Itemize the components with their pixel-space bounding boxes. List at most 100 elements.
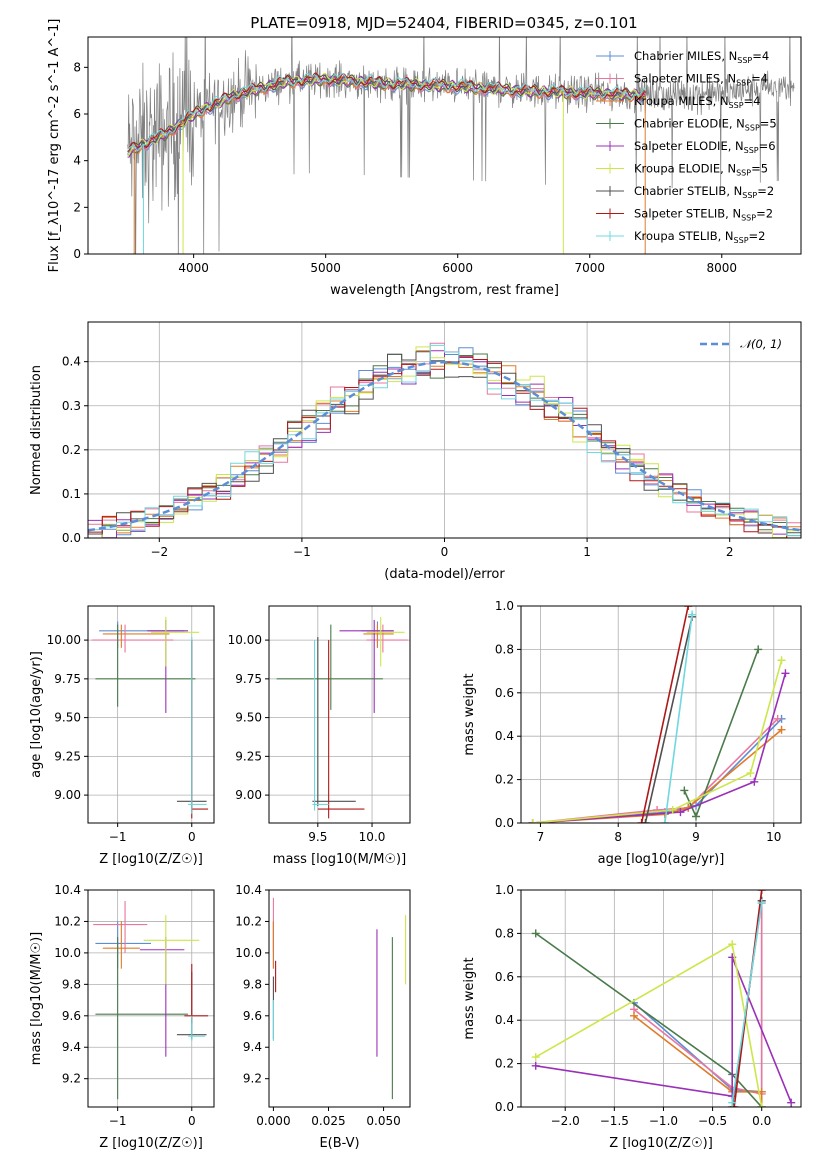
residual-histogram-line xyxy=(88,344,801,536)
y-tick-label: 10.00 xyxy=(47,633,81,647)
y-axis-label: mass weight xyxy=(462,673,477,755)
residual-histogram-line xyxy=(88,356,801,538)
x-tick-label: −2.0 xyxy=(551,1114,580,1128)
y-tick-label: 10.0 xyxy=(54,946,81,960)
legend-entry-text: Kroupa STELIB, NSSP=2 xyxy=(634,229,765,245)
weight-point-marker xyxy=(728,940,737,949)
x-tick-label: 0 xyxy=(188,1114,196,1128)
error-crosses xyxy=(272,897,407,1100)
x-tick-label: 10.0 xyxy=(359,830,386,844)
x-tick-label: 0.050 xyxy=(366,1114,400,1128)
weight-point-marker xyxy=(653,805,662,814)
y-tick-label: 0.8 xyxy=(495,926,514,940)
y-tick-label: 0.4 xyxy=(495,729,514,743)
x-tick-label: 5000 xyxy=(310,261,341,275)
x-tick-label: 10 xyxy=(766,830,781,844)
axes-frame xyxy=(87,605,215,824)
x-axis-label: E(B-V) xyxy=(319,1136,359,1151)
weight-point-marker xyxy=(750,777,759,786)
y-tick-label: 9.2 xyxy=(243,1072,262,1086)
y-tick-label: 0.0 xyxy=(62,531,81,545)
weight-point-marker xyxy=(757,890,766,894)
weight-point-marker xyxy=(692,812,700,821)
y-axis-label: mass weight xyxy=(462,957,477,1039)
legend-entry-text: Salpeter ELODIE, NSSP=6 xyxy=(634,139,776,155)
weight-point-marker xyxy=(757,1103,766,1107)
y-axis-label: mass [log10(M/M☉)] xyxy=(29,932,44,1065)
y-tick-label: 0.8 xyxy=(495,642,514,656)
x-tick-label: 6000 xyxy=(442,261,473,275)
x-tick-label: 0.0 xyxy=(752,1114,771,1128)
weight-point-marker xyxy=(531,1061,540,1070)
weight-point-marker xyxy=(528,819,537,823)
weight-point-marker xyxy=(746,769,755,778)
mass-vs-ebv-panel: 0.000 0.025 0.050 9.2 9.4 9.6 9.8 10.0 10.2 10.4 E… xyxy=(235,883,411,1151)
weight-point-marker xyxy=(730,1103,739,1107)
weight-point-marker xyxy=(757,899,766,908)
weight-point-marker xyxy=(531,1053,540,1062)
y-tick-label: 9.50 xyxy=(54,711,81,725)
y-tick-label: 10.4 xyxy=(54,883,81,897)
x-tick-label: 0 xyxy=(441,545,449,559)
y-tick-label: 0.3 xyxy=(62,399,81,413)
y-tick-label: 9.25 xyxy=(54,749,81,763)
x-axis-label: wavelength [Angstrom, rest frame] xyxy=(330,283,559,298)
y-tick-label: 9.00 xyxy=(54,788,81,802)
axes-frame xyxy=(268,605,411,824)
weight-point-marker xyxy=(754,645,763,654)
weight-series-line xyxy=(640,606,689,823)
x-tick-label: 8000 xyxy=(707,261,738,275)
weight-series-line xyxy=(633,900,763,1093)
weight-point-marker xyxy=(777,656,786,665)
weight-series-line xyxy=(664,614,693,823)
x-axis-label: (data-model)/error xyxy=(384,567,505,582)
axes-frame xyxy=(268,889,411,1108)
weight-vs-Z-panel: −2.0 −1.5 −1.0 −0.5 0.0 0.0 0.2 0.4 0.6 0.8 1.0 Z [… xyxy=(462,883,802,1151)
y-tick-label: 9.8 xyxy=(243,977,262,991)
legend-entry-text: Chabrier STELIB, NSSP=2 xyxy=(634,184,774,200)
y-tick-label: 9.4 xyxy=(243,1040,262,1054)
normal-distribution-curve xyxy=(88,360,801,532)
residual-histograms xyxy=(88,342,801,538)
weight-point-marker xyxy=(676,808,685,817)
y-tick-label: 1.0 xyxy=(495,883,514,897)
axes-frame xyxy=(87,889,215,1108)
weight-point-marker xyxy=(773,714,782,723)
y-axis-label: age [log10(age/yr)] xyxy=(29,651,44,778)
model-spectrum-line xyxy=(127,72,646,151)
weight-vs-age-panel: 7 8 9 10 0.0 0.2 0.4 0.6 0.8 1.0 age [log10(age/yr… xyxy=(462,599,802,867)
y-tick-label: 9.75 xyxy=(235,672,262,686)
y-tick-label: 0.0 xyxy=(495,816,514,830)
x-tick-label: −0.5 xyxy=(698,1114,727,1128)
x-axis-label: Z [log10(Z/Z☉)] xyxy=(99,852,203,867)
y-tick-label: 9.4 xyxy=(62,1040,81,1054)
weight-point-marker xyxy=(688,610,697,619)
axes-frame xyxy=(87,321,802,539)
weight-series-line xyxy=(532,718,779,823)
x-tick-label: 0.025 xyxy=(311,1114,345,1128)
x-tick-label: −1 xyxy=(293,545,311,559)
x-tick-label: 9 xyxy=(692,830,700,844)
y-tick-label: 0.2 xyxy=(495,1057,514,1071)
weight-series-line xyxy=(532,673,787,823)
weight-point-marker xyxy=(777,725,786,734)
x-tick-label: 8 xyxy=(614,830,622,844)
residuals-panel: −2 −1 0 1 2 0.0 0.1 0.2 0.3 0.4 (data-model)/error… xyxy=(29,321,802,582)
x-axis-label: Z [log10(Z/Z☉)] xyxy=(99,1136,203,1151)
y-tick-label: 9.75 xyxy=(54,672,81,686)
x-tick-label: 0.000 xyxy=(256,1114,290,1128)
weight-series-line xyxy=(532,660,783,823)
x-tick-label: 1 xyxy=(583,545,591,559)
weight-point-marker xyxy=(728,1098,737,1107)
legend-entry-text: Chabrier MILES, NSSP=4 xyxy=(634,49,769,65)
axes-frame xyxy=(520,605,802,824)
figure-title: PLATE=0918, MJD=52404, FIBERID=0345, z=0… xyxy=(250,14,637,32)
x-tick-label: −1 xyxy=(109,1114,127,1128)
x-tick-label: 0 xyxy=(188,830,196,844)
y-tick-label: 0.6 xyxy=(495,970,514,984)
weight-series-line xyxy=(683,649,759,819)
error-crosses xyxy=(93,901,209,1100)
y-tick-label: 10.2 xyxy=(235,914,262,928)
legend-entry-text: Salpeter STELIB, NSSP=2 xyxy=(634,207,773,223)
